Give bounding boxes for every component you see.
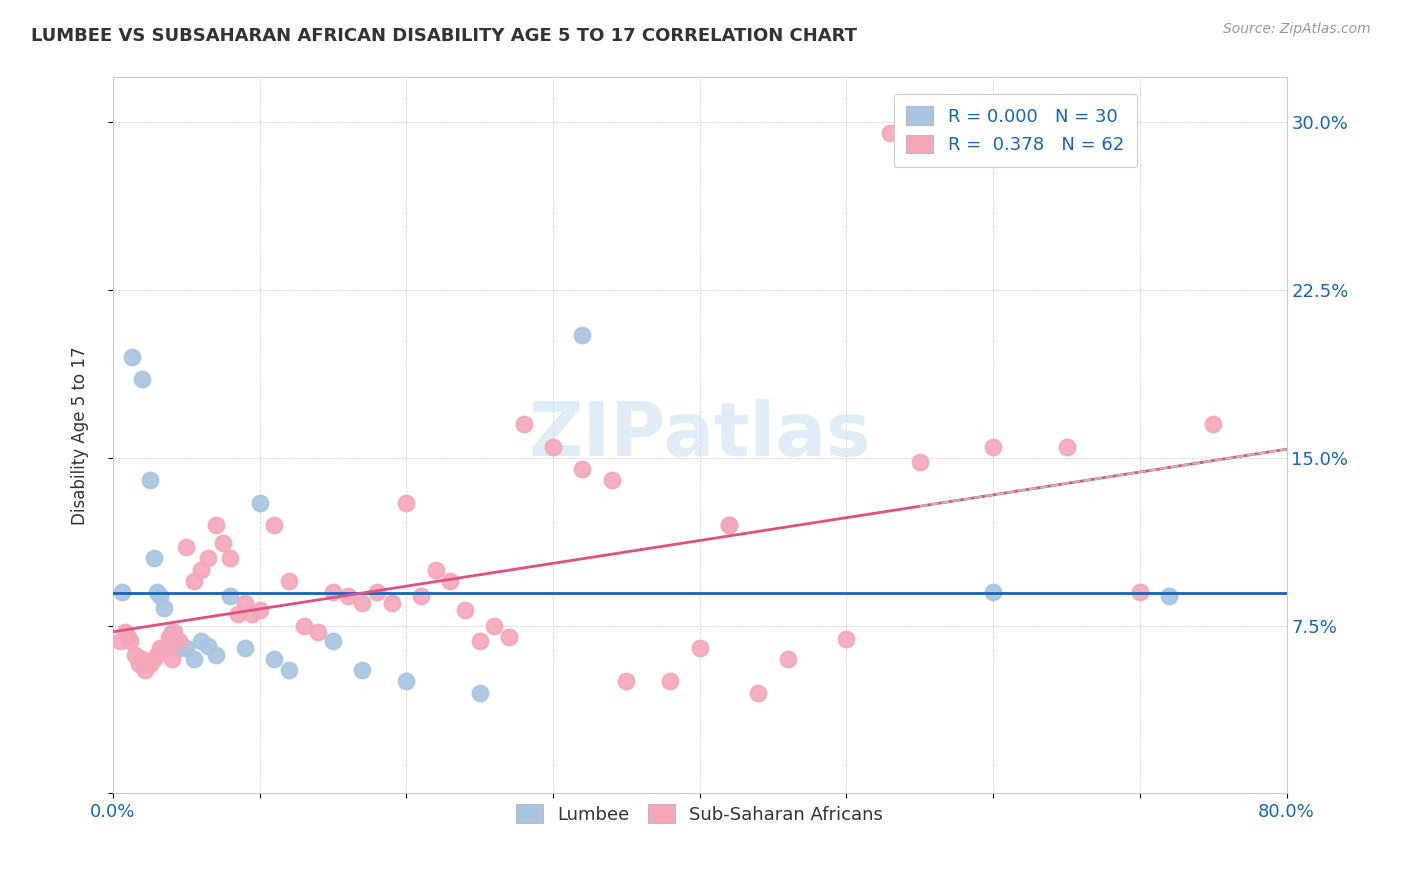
Text: Source: ZipAtlas.com: Source: ZipAtlas.com <box>1223 22 1371 37</box>
Point <box>468 686 491 700</box>
Point <box>1056 440 1078 454</box>
Point <box>718 517 741 532</box>
Point <box>395 674 418 689</box>
Point <box>153 600 176 615</box>
Point <box>183 652 205 666</box>
Point <box>121 350 143 364</box>
Point <box>183 574 205 588</box>
Point <box>197 639 219 653</box>
Point <box>146 648 169 662</box>
Point <box>174 640 197 655</box>
Point <box>124 648 146 662</box>
Point <box>277 574 299 588</box>
Point <box>352 663 374 677</box>
Point <box>263 517 285 532</box>
Point <box>128 657 150 671</box>
Point <box>352 596 374 610</box>
Point <box>167 640 190 655</box>
Point <box>1202 417 1225 432</box>
Point <box>409 590 432 604</box>
Point <box>614 674 637 689</box>
Point <box>153 640 176 655</box>
Point <box>226 607 249 622</box>
Point <box>204 517 226 532</box>
Point <box>571 462 593 476</box>
Point <box>776 652 799 666</box>
Point <box>468 634 491 648</box>
Point <box>249 603 271 617</box>
Point <box>167 634 190 648</box>
Point <box>114 625 136 640</box>
Point <box>395 495 418 509</box>
Point <box>541 440 564 454</box>
Point <box>322 634 344 648</box>
Point <box>131 652 153 666</box>
Point <box>879 127 901 141</box>
Point <box>190 634 212 648</box>
Point <box>689 640 711 655</box>
Point <box>134 663 156 677</box>
Point <box>835 632 858 646</box>
Legend: Lumbee, Sub-Saharan Africans: Lumbee, Sub-Saharan Africans <box>505 793 894 834</box>
Point <box>307 625 329 640</box>
Point <box>600 473 623 487</box>
Point <box>233 596 256 610</box>
Text: LUMBEE VS SUBSAHARAN AFRICAN DISABILITY AGE 5 TO 17 CORRELATION CHART: LUMBEE VS SUBSAHARAN AFRICAN DISABILITY … <box>31 27 856 45</box>
Point <box>439 574 461 588</box>
Point <box>219 590 242 604</box>
Point <box>120 634 142 648</box>
Point <box>498 630 520 644</box>
Point <box>263 652 285 666</box>
Point <box>233 640 256 655</box>
Point <box>146 585 169 599</box>
Point <box>138 657 160 671</box>
Point <box>163 625 186 640</box>
Point <box>160 625 183 640</box>
Point <box>425 563 447 577</box>
Point <box>240 607 263 622</box>
Point <box>908 455 931 469</box>
Point <box>108 634 131 648</box>
Point <box>512 417 534 432</box>
Point <box>277 663 299 677</box>
Point <box>204 648 226 662</box>
Point <box>157 630 180 644</box>
Point <box>117 630 139 644</box>
Point <box>160 652 183 666</box>
Point <box>212 535 235 549</box>
Point <box>111 585 134 599</box>
Point <box>131 372 153 386</box>
Point <box>292 618 315 632</box>
Y-axis label: Disability Age 5 to 17: Disability Age 5 to 17 <box>72 346 89 524</box>
Point <box>381 596 404 610</box>
Point <box>249 495 271 509</box>
Point <box>1159 590 1181 604</box>
Point <box>718 517 741 532</box>
Point <box>138 473 160 487</box>
Point <box>454 603 477 617</box>
Point <box>981 440 1004 454</box>
Point <box>163 630 186 644</box>
Point <box>157 634 180 648</box>
Point <box>571 327 593 342</box>
Point <box>659 674 682 689</box>
Point <box>747 686 769 700</box>
Point <box>484 618 506 632</box>
Point <box>322 585 344 599</box>
Text: ZIPatlas: ZIPatlas <box>529 399 872 472</box>
Point <box>197 551 219 566</box>
Point <box>336 590 359 604</box>
Point <box>174 541 197 555</box>
Point <box>142 652 165 666</box>
Point <box>149 590 172 604</box>
Point <box>366 585 388 599</box>
Point <box>981 585 1004 599</box>
Point <box>1129 585 1152 599</box>
Point <box>149 640 172 655</box>
Point <box>190 563 212 577</box>
Point <box>142 551 165 566</box>
Point <box>219 551 242 566</box>
